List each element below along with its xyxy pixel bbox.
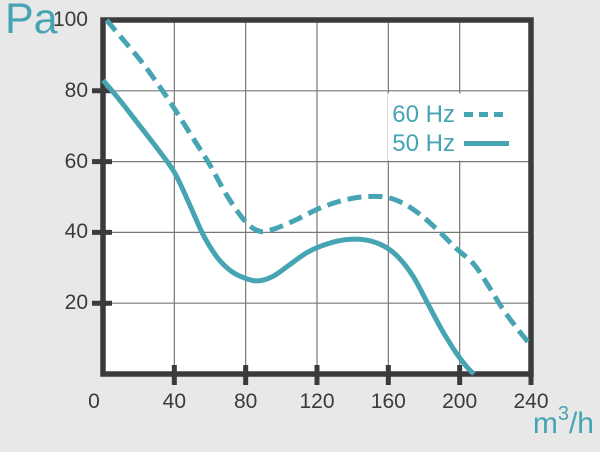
x-tick-label: 160: [370, 390, 406, 413]
curve-60-hz: [104, 18, 533, 348]
legend-dashed-line-sample: [464, 112, 509, 117]
x-tick-label: 240: [513, 390, 549, 413]
legend-item-50hz: 50 Hz: [387, 129, 509, 158]
legend-label-50hz: 50 Hz: [392, 129, 455, 157]
x-unit-rest: /h: [568, 407, 594, 440]
legend-label-60hz: 60 Hz: [392, 100, 455, 128]
y-tick-label: 60: [64, 149, 88, 173]
plot-border: [100, 17, 534, 377]
legend: 60 Hz 50 Hz: [387, 100, 509, 158]
x-tick-label: 200: [442, 390, 478, 413]
legend-solid-line-sample: [464, 141, 509, 146]
y-tick-label: 100: [52, 8, 88, 31]
y-tick-label: 40: [64, 220, 88, 244]
x-tick-label: 40: [162, 390, 187, 413]
legend-background: [388, 93, 510, 161]
x-axis-unit-label: m3/h: [532, 403, 594, 442]
y-tick-label: 20: [64, 291, 88, 315]
y-axis-unit-label: Pa: [5, 0, 58, 43]
curve-50-hz: [101, 78, 476, 376]
y-tick-label: 80: [64, 78, 88, 102]
legend-item-60hz: 60 Hz: [387, 100, 509, 129]
x-unit-base: m: [532, 407, 558, 440]
x-tick-label: 80: [233, 390, 258, 413]
x-tick-label: 0: [88, 390, 100, 413]
x-tick-label: 120: [299, 390, 335, 413]
x-unit-superscript: 3: [557, 403, 569, 425]
